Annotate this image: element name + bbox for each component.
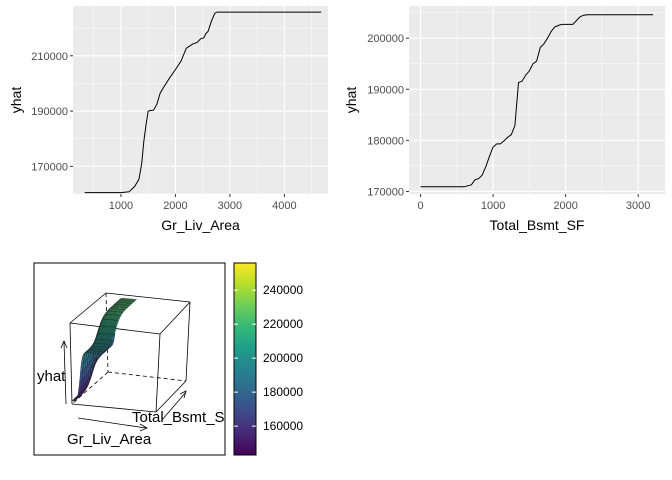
y-tick-label: 200000 [367, 33, 404, 45]
surface-facet [99, 351, 104, 355]
x-tick-label: 1000 [481, 200, 505, 212]
box-edge [105, 292, 191, 303]
y-axis-title: Total_Bsmt_S [132, 409, 225, 426]
y-tick-labels: 170000 180000 190000 200000 [367, 33, 409, 198]
x-tick-label: 2000 [163, 200, 187, 212]
panel-background [73, 6, 328, 194]
pd-chart-gr-liv-area: 170000 190000 210000 1000 2000 3000 4000 Gr_L… [8, 6, 328, 233]
box-edge [69, 292, 107, 324]
y-tick-labels: 170000 190000 210000 [31, 51, 73, 173]
box-edge [105, 292, 109, 373]
box-edge [107, 371, 187, 382]
x-axis-title: Total_Bsmt_SF [490, 217, 585, 233]
colorbar-tick-label: 220000 [263, 317, 303, 331]
pd-line [84, 11, 322, 194]
plot-frame [33, 262, 226, 456]
x-tick-labels: 0 1000 2000 3000 [418, 194, 650, 212]
x-tick-label: 1000 [109, 200, 133, 212]
x-tick-label: 0 [418, 200, 424, 212]
box-edge [185, 301, 191, 382]
x-tick-label: 2000 [553, 200, 577, 212]
y-tick-label: 180000 [367, 135, 404, 147]
colorbar-gradient [233, 262, 257, 456]
box-edge [155, 333, 161, 413]
box-edge [71, 371, 109, 405]
box-edge [71, 403, 157, 413]
colorbar-tick-label: 160000 [263, 419, 303, 433]
colorbar-tick-label: 200000 [263, 351, 303, 365]
surface-mesh [71, 298, 138, 402]
z-arrow-head [60, 339, 68, 349]
x-axis-title: Gr_Liv_Area [161, 217, 240, 233]
box-edge [155, 380, 187, 413]
colorbar-ticks: 160000 180000 200000 220000 240000 [234, 283, 303, 433]
box-edge [69, 322, 73, 405]
y-arrow-head [179, 390, 187, 399]
x-tick-label: 4000 [272, 200, 296, 212]
axis-arrows [60, 339, 187, 432]
x-axis-title: Gr_Liv_Area [67, 431, 152, 448]
z-axis-arrow [63, 341, 67, 405]
z-axis-title: yhat [37, 368, 66, 385]
pd-chart-total-bsmt-sf: 170000 180000 190000 200000 0 1000 2000 3000 T… [343, 6, 665, 233]
bounding-box-back [69, 292, 191, 413]
y-tick-label: 170000 [367, 186, 404, 198]
colorbar: 160000 180000 200000 220000 240000 [233, 262, 303, 456]
y-axis-arrow [161, 391, 187, 421]
y-axis-title: yhat [343, 87, 359, 114]
x-arrow-head [139, 423, 148, 432]
panel-background [409, 6, 665, 194]
x-tick-label: 3000 [626, 200, 650, 212]
y-axis-title: yhat [8, 87, 24, 114]
y-tick-label: 170000 [31, 161, 68, 173]
colorbar-tick-label: 180000 [263, 385, 303, 399]
grid-lines [409, 6, 665, 194]
x-tick-label: 3000 [218, 200, 242, 212]
perspective-surface-plot: yhat Gr_Liv_Area Total_Bsmt_S [33, 262, 226, 456]
pd-line [420, 14, 654, 188]
box-edge [159, 301, 191, 335]
y-tick-label: 210000 [31, 51, 68, 63]
y-tick-label: 190000 [31, 106, 68, 118]
y-tick-label: 190000 [367, 84, 404, 96]
grid-lines [73, 6, 328, 195]
colorbar-tick-label: 240000 [263, 283, 303, 297]
x-tick-labels: 1000 2000 3000 4000 [109, 194, 297, 212]
x-axis-arrow [77, 417, 147, 429]
plot-frame-edge [33, 262, 226, 456]
